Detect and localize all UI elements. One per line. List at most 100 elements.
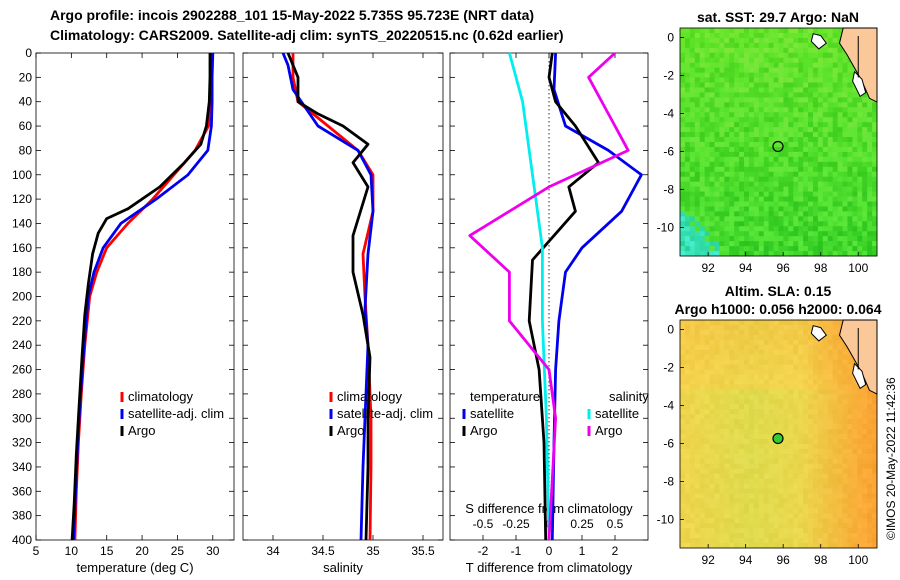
map-cell bbox=[734, 334, 740, 341]
map-cell bbox=[822, 117, 829, 123]
map-cell bbox=[748, 354, 755, 361]
map-cell bbox=[812, 473, 819, 480]
map-cell bbox=[803, 196, 809, 202]
map-cell bbox=[724, 488, 730, 494]
map-cell bbox=[694, 424, 701, 430]
map-cell bbox=[709, 122, 715, 128]
map-cell bbox=[862, 166, 868, 173]
legend-label: satellite-adj. clim bbox=[128, 406, 224, 421]
map-cell bbox=[684, 57, 691, 64]
map-cell bbox=[867, 112, 873, 118]
map-cell bbox=[827, 354, 834, 361]
map-cell bbox=[694, 458, 701, 465]
map-cell bbox=[822, 493, 829, 499]
map-cell bbox=[822, 533, 829, 539]
map-cell bbox=[753, 448, 760, 455]
map-cell bbox=[699, 37, 706, 44]
map-cell bbox=[724, 384, 730, 390]
map-cell bbox=[734, 47, 740, 54]
map-cell bbox=[724, 102, 730, 108]
map-cell bbox=[719, 320, 725, 326]
map-cell bbox=[842, 166, 848, 173]
map-cell bbox=[832, 453, 838, 460]
map-cell bbox=[778, 424, 784, 430]
map-cell bbox=[739, 448, 745, 455]
map-cell bbox=[724, 369, 730, 375]
map-cell bbox=[729, 473, 735, 480]
map-cell bbox=[739, 176, 745, 183]
map-cell bbox=[758, 107, 765, 113]
map-cell bbox=[694, 513, 701, 519]
map-cell bbox=[758, 329, 765, 336]
map-cell bbox=[842, 156, 848, 163]
map-cell bbox=[689, 112, 696, 118]
map-cell bbox=[803, 251, 809, 257]
map-cell bbox=[822, 324, 829, 331]
map-cell bbox=[694, 77, 701, 83]
map-cell bbox=[773, 142, 779, 148]
map-cell bbox=[837, 62, 843, 69]
map-cell bbox=[857, 127, 863, 133]
map-cell bbox=[852, 181, 858, 188]
map-cell bbox=[724, 374, 730, 380]
map-cell bbox=[689, 142, 696, 148]
map-cell bbox=[724, 47, 730, 54]
map-cell bbox=[847, 404, 853, 410]
map-cell bbox=[803, 359, 809, 366]
map-cell bbox=[753, 72, 760, 78]
map-cell bbox=[852, 453, 858, 460]
map-cell bbox=[837, 438, 843, 445]
map-cell bbox=[748, 508, 755, 514]
map-cell bbox=[862, 196, 868, 202]
map-cell bbox=[734, 142, 740, 148]
ytick-label: -4 bbox=[663, 399, 674, 413]
map-cell bbox=[704, 543, 710, 549]
map-cell bbox=[773, 463, 779, 470]
map-cell bbox=[768, 414, 774, 420]
map-cell bbox=[680, 142, 686, 148]
map-cell bbox=[803, 443, 809, 450]
map-cell bbox=[724, 354, 730, 361]
map-cell bbox=[803, 349, 809, 356]
temp-xlabel: temperature (deg C) bbox=[76, 560, 193, 575]
map-cell bbox=[783, 246, 789, 252]
xtick-label: 35 bbox=[366, 544, 380, 558]
map-cell bbox=[758, 473, 765, 480]
map-cell bbox=[862, 443, 868, 450]
map-cell bbox=[719, 404, 725, 410]
map-cell bbox=[699, 334, 706, 341]
map-cell bbox=[763, 354, 770, 361]
map-cell bbox=[744, 478, 750, 484]
map-cell bbox=[852, 463, 858, 470]
map-cell bbox=[719, 498, 725, 504]
map-cell bbox=[852, 443, 858, 450]
map-cell bbox=[867, 117, 873, 123]
map-cell bbox=[729, 320, 735, 326]
map-cell bbox=[832, 320, 838, 326]
map-cell bbox=[753, 67, 760, 74]
map-cell bbox=[788, 523, 794, 529]
map-cell bbox=[808, 424, 814, 430]
map-cell bbox=[803, 369, 809, 375]
map-cell bbox=[872, 424, 878, 430]
map-cell bbox=[744, 528, 750, 534]
map-cell bbox=[694, 87, 701, 93]
map-cell bbox=[684, 87, 691, 93]
map-cell bbox=[709, 241, 715, 247]
map-cell bbox=[768, 117, 774, 123]
map-cell bbox=[748, 320, 755, 326]
map-cell bbox=[817, 369, 824, 375]
map-cell bbox=[852, 171, 858, 178]
map-cell bbox=[837, 211, 843, 217]
map-cell bbox=[753, 137, 760, 143]
map-cell bbox=[812, 434, 819, 440]
map-cell bbox=[872, 112, 878, 118]
map-cell bbox=[857, 448, 863, 455]
map-cell bbox=[694, 538, 701, 544]
map-cell bbox=[852, 186, 858, 192]
map-cell bbox=[748, 434, 755, 440]
map-cell bbox=[812, 186, 819, 192]
map-cell bbox=[744, 424, 750, 430]
map-cell bbox=[832, 483, 838, 489]
map-cell bbox=[872, 434, 878, 440]
